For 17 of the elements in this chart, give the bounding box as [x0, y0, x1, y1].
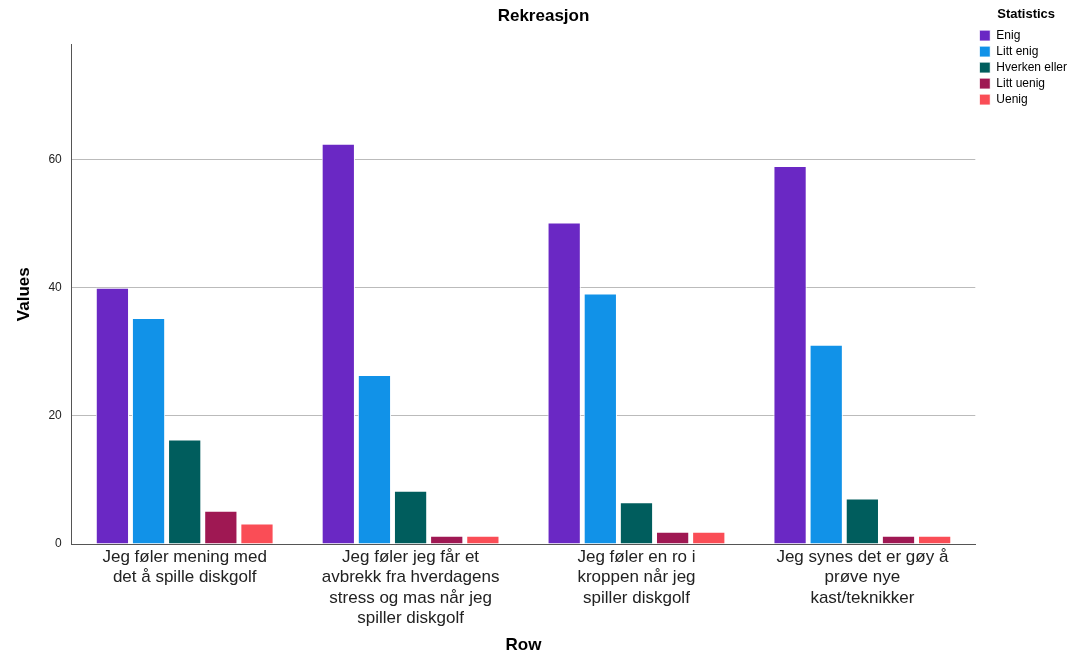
y-tick-label: 40	[48, 280, 63, 295]
x-tick-label: Jeg føler mening med det å spille diskgolf	[102, 546, 267, 587]
legend-label: Hverken eller	[996, 59, 1068, 74]
x-tick-label: Jeg føler jeg får et avbrekk fra hverdagens stress og mas når jeg spiller diskgolf	[321, 546, 500, 628]
legend-label: Litt uenig	[996, 75, 1046, 90]
x-tick-label: Jeg synes det er gøy å prøve nye kast/teknikker	[776, 546, 949, 607]
y-tick-label: 60	[48, 152, 63, 166]
legend-label: Uenig	[996, 91, 1028, 106]
legend-label: Litt enig	[996, 43, 1039, 58]
legend-label: Enig	[996, 27, 1021, 42]
y-tick-label: 20	[48, 408, 63, 423]
legend-title: Statistics	[997, 6, 1056, 22]
y-axis-title: Values	[13, 267, 33, 322]
y-tick-label: 0	[55, 536, 63, 551]
x-tick-label: Jeg føler en ro i kroppen når jeg spiller diskgolf	[577, 546, 696, 607]
chart-title: Rekreasjon	[497, 5, 590, 25]
x-axis-title: Row	[505, 635, 543, 655]
